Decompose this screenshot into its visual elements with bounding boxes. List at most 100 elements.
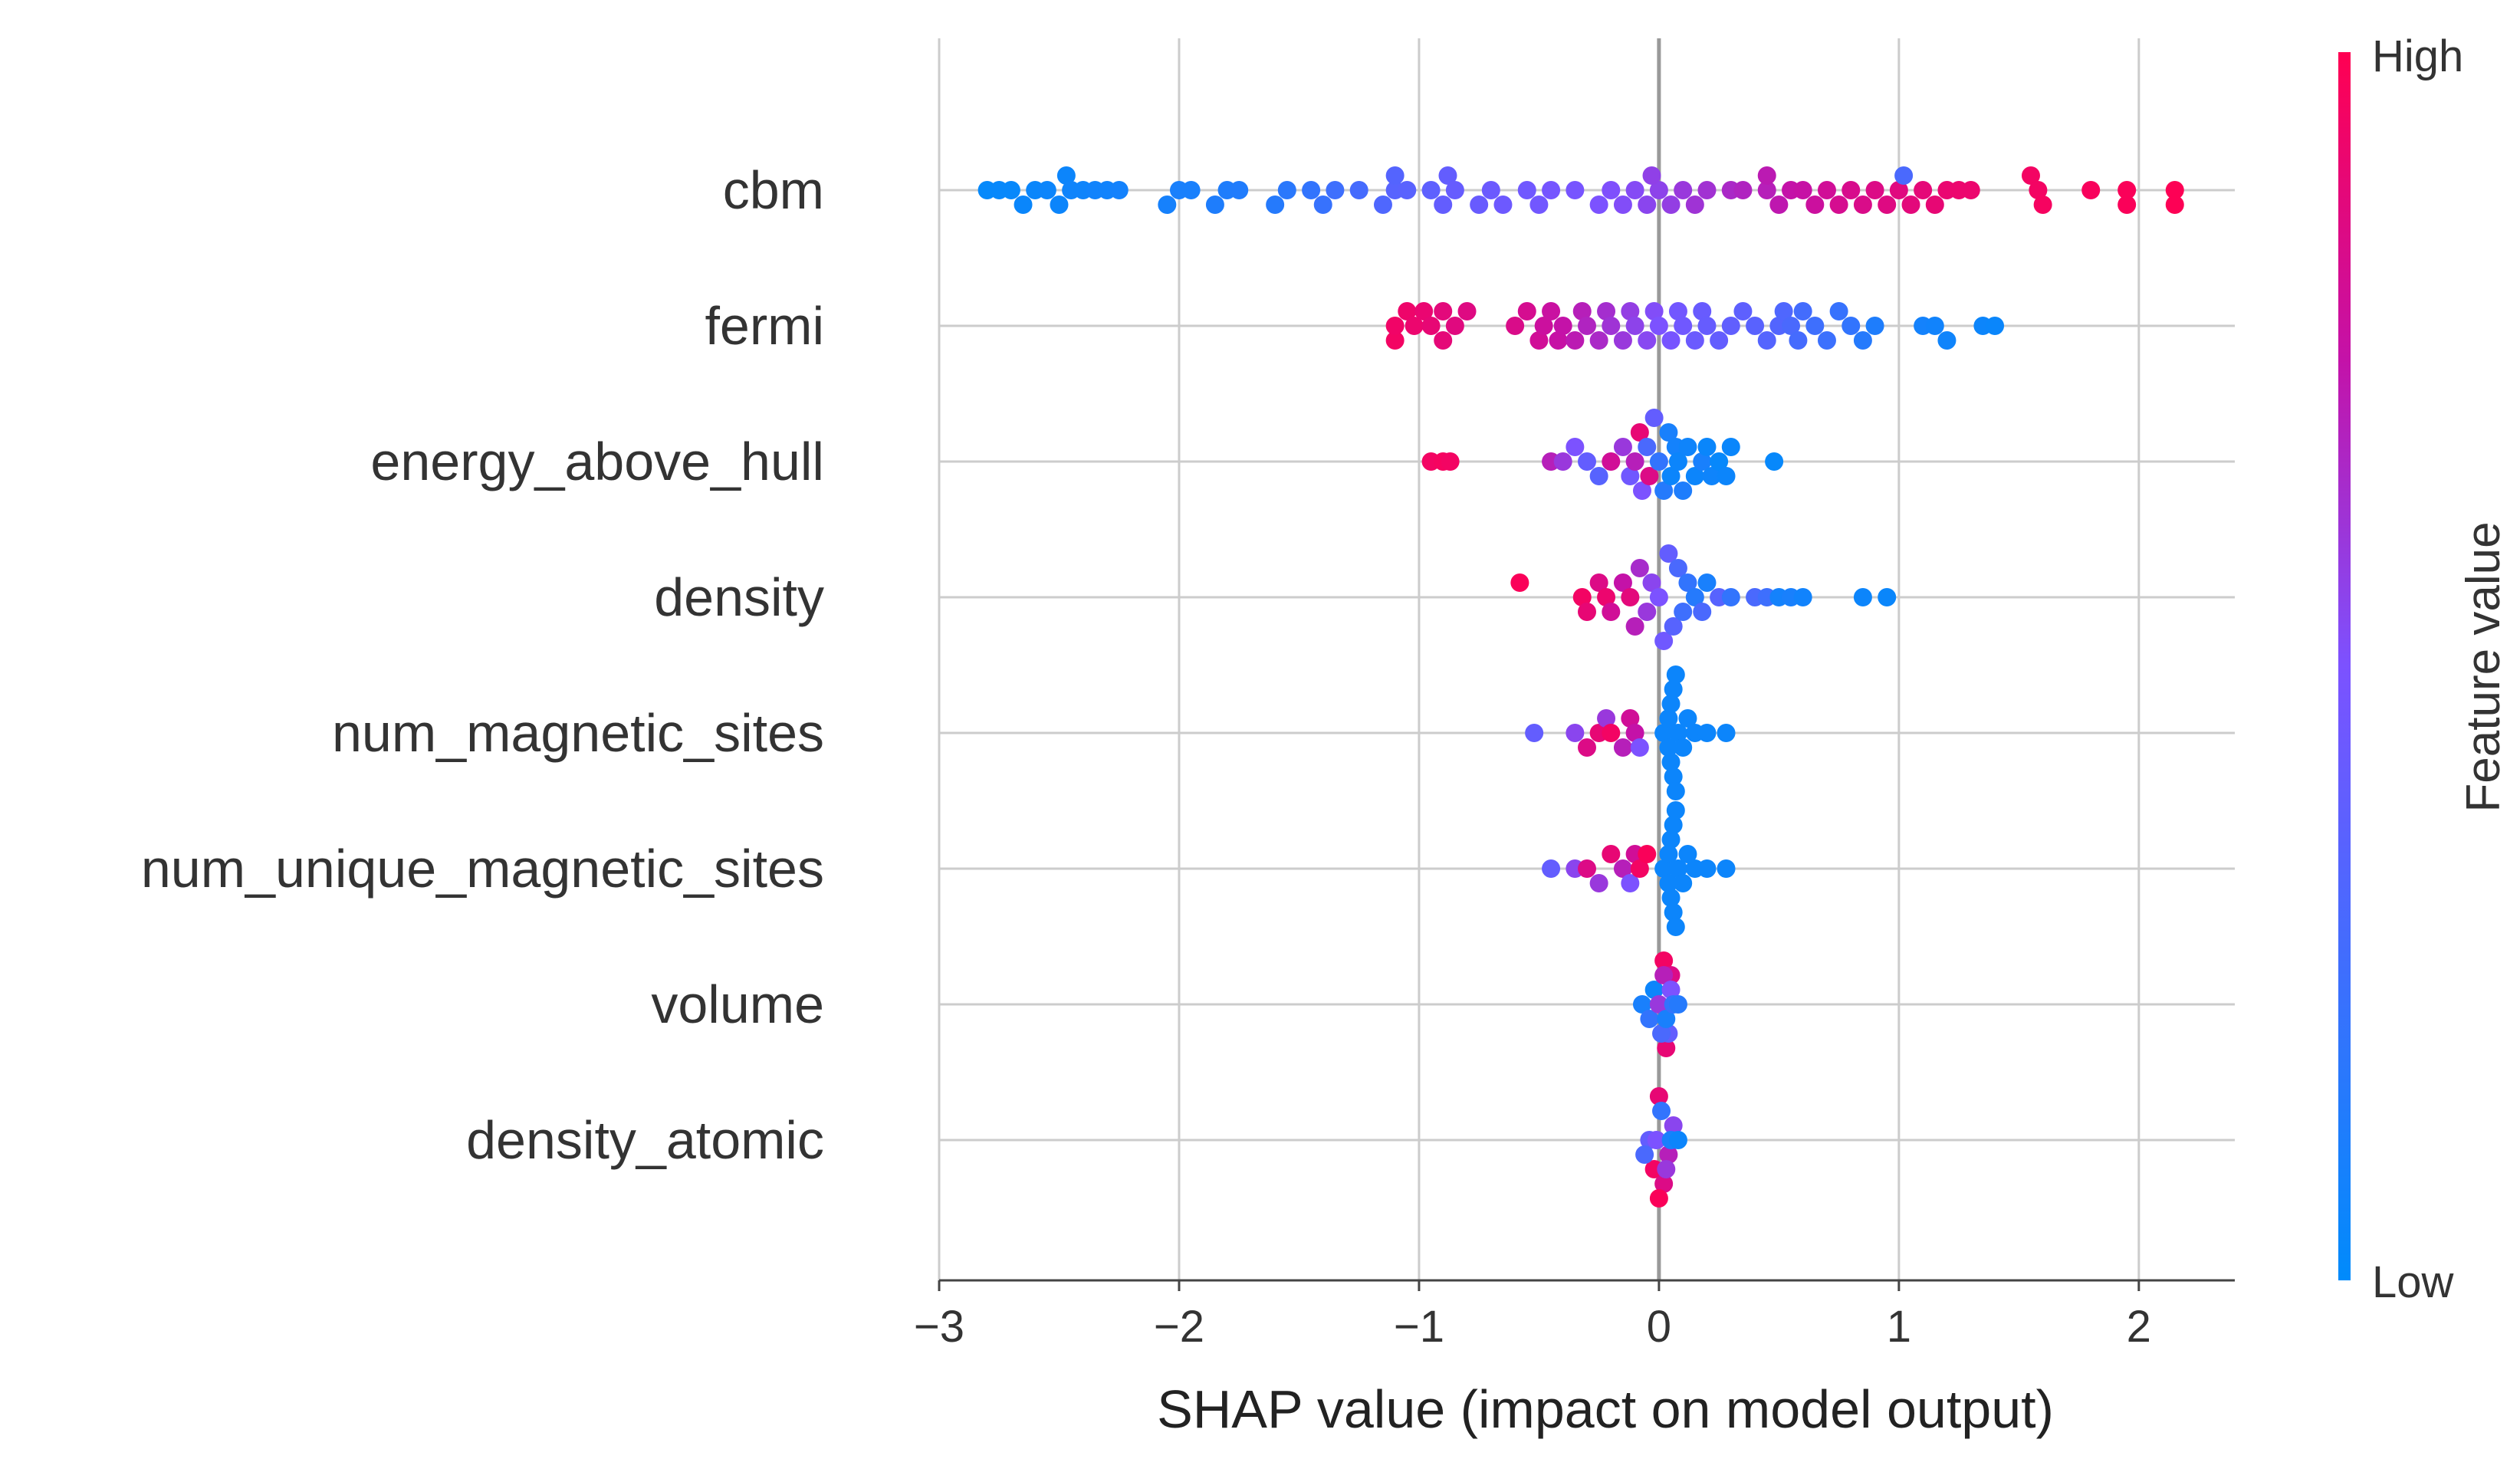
x-tick-label: 1 [1887, 1302, 1911, 1352]
shap-point [1717, 859, 1736, 878]
shap-point [1793, 181, 1812, 199]
shap-point [1578, 452, 1596, 471]
shap-point [1649, 317, 1668, 335]
shap-point [1817, 331, 1836, 350]
shap-point [1613, 331, 1632, 350]
shap-point [1632, 995, 1651, 1014]
shap-point [1697, 181, 1717, 199]
shap-point [1525, 724, 1544, 742]
shap-point [1549, 331, 1568, 350]
shap-point [1668, 302, 1687, 320]
shap-point [1553, 317, 1572, 335]
shap-point [1649, 1087, 1668, 1106]
shap-point [1572, 588, 1592, 606]
x-tick-label: 2 [2127, 1302, 2151, 1352]
shap-point [1793, 302, 1812, 320]
shap-point [1438, 166, 1457, 185]
shap-point [2118, 181, 2137, 199]
shap-point [1553, 452, 1572, 471]
shap-point [1657, 1010, 1676, 1028]
shap-point [1434, 196, 1453, 214]
shap-point [1659, 544, 1678, 563]
shap-point [1664, 767, 1683, 786]
shap-point [1630, 423, 1649, 442]
shap-point [1805, 317, 1825, 335]
shap-point [1644, 302, 1664, 320]
shap-point [1578, 859, 1596, 878]
x-axis-title: SHAP value (impact on model output) [1157, 1379, 2054, 1439]
shap-point [1589, 331, 1608, 350]
shap-point [1659, 845, 1678, 863]
shap-point [1853, 588, 1872, 606]
shap-point [1664, 816, 1683, 834]
shap-point [1589, 874, 1608, 892]
shap-point [1602, 724, 1621, 742]
shap-point [1678, 573, 1697, 592]
shap-point [1625, 181, 1644, 199]
shap-point [1668, 724, 1687, 742]
shap-point [1721, 438, 1740, 456]
shap-point [1056, 166, 1076, 185]
shap-point [1654, 1175, 1674, 1193]
shap-point [1657, 1039, 1676, 1057]
shap-point [1640, 467, 1659, 485]
x-axis: −3 −2 −1 0 1 2 [914, 1279, 2235, 1352]
shap-point [1668, 995, 1687, 1014]
shap-point [1668, 452, 1687, 471]
shap-point [1638, 331, 1657, 350]
shap-point [1733, 181, 1753, 199]
shap-point [1697, 724, 1717, 742]
shap-point [1445, 181, 1464, 199]
shap-point [1597, 709, 1616, 728]
shap-point [1668, 1131, 1687, 1149]
shap-point [1901, 196, 1920, 214]
shap-point [2029, 181, 2048, 199]
shap-point [1878, 588, 1897, 606]
shap-point [1405, 317, 1424, 335]
shap-point [1649, 995, 1668, 1014]
x-tick-label: −1 [1394, 1302, 1444, 1352]
shap-point [1649, 452, 1668, 471]
shap-point [1613, 738, 1632, 757]
shap-point [1664, 1116, 1683, 1135]
shap-point [1693, 302, 1712, 320]
shap-point [1621, 302, 1640, 320]
shap-point [2081, 181, 2101, 199]
shap-point [1674, 738, 1693, 757]
shap-point [1457, 302, 1477, 320]
shap-point [1793, 588, 1812, 606]
shap-point [1632, 481, 1651, 500]
shap-point [1961, 181, 1980, 199]
colorbar [2338, 52, 2351, 1280]
shap-point [1625, 452, 1644, 471]
shap-point [1566, 724, 1585, 742]
shap-point [1666, 801, 1685, 820]
shap-point [1829, 302, 1848, 320]
shap-point [1642, 166, 1661, 185]
shap-point [1925, 317, 1944, 335]
shap-point [1326, 181, 1345, 199]
feature-label: density [654, 567, 824, 627]
shap-point [1414, 302, 1434, 320]
shap-point [1661, 981, 1681, 999]
shap-point [1654, 951, 1674, 970]
shap-point [1664, 617, 1683, 636]
shap-point [1529, 196, 1549, 214]
shap-point [1421, 317, 1441, 335]
shap-point [1445, 317, 1464, 335]
shap-point [1666, 665, 1685, 684]
shap-point [1721, 317, 1740, 335]
shap-point [1853, 196, 1872, 214]
x-tick-label: 0 [1647, 1302, 1671, 1352]
x-tick-label: −2 [1154, 1302, 1204, 1352]
colorbar-low-label: Low [2372, 1257, 2455, 1307]
shap-point [1659, 874, 1678, 892]
shap-point [2165, 196, 2184, 214]
shap-point [1853, 331, 1872, 350]
shap-point [1602, 317, 1621, 335]
shap-point [1517, 181, 1536, 199]
shap-point [1661, 331, 1681, 350]
shap-point [1894, 166, 1914, 185]
shap-point [1578, 603, 1596, 621]
beeswarm-points [977, 166, 2184, 1208]
